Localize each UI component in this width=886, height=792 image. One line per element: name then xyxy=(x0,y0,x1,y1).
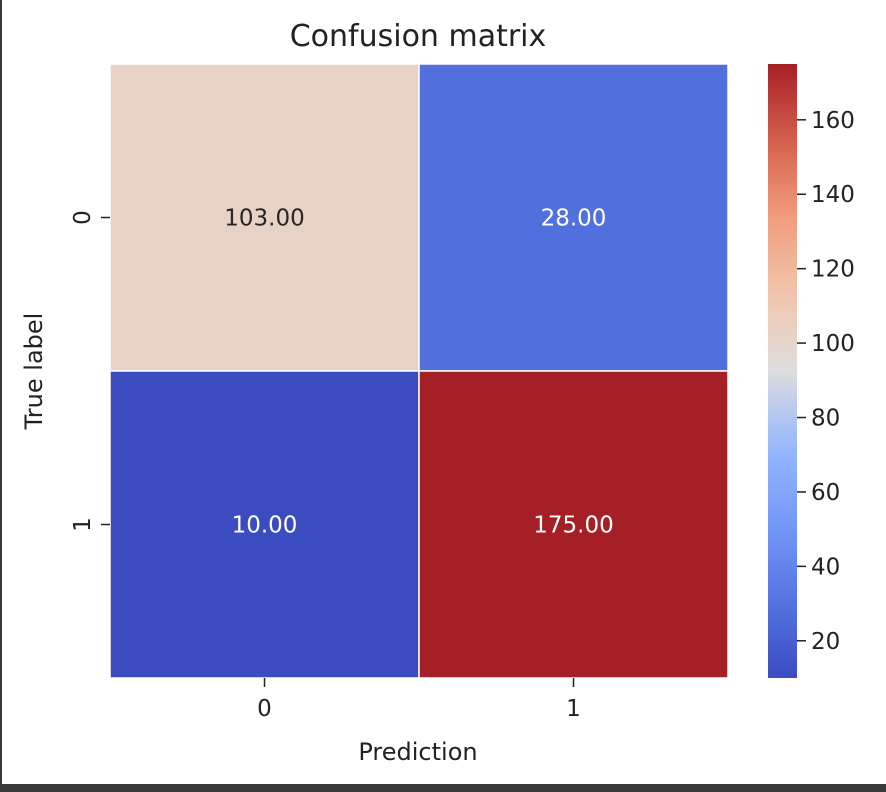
colorbar xyxy=(768,64,797,678)
cell-value-label-1-1: 175.00 xyxy=(533,513,613,539)
colorbar-tick-label-6: 140 xyxy=(811,182,855,208)
colorbar-tick-label-3: 80 xyxy=(811,406,840,432)
window-bottom-border xyxy=(0,784,886,792)
y-tick-label-0: 0 xyxy=(70,210,96,225)
cell-value-label-0-1: 28.00 xyxy=(541,206,607,232)
window-left-border xyxy=(0,0,2,792)
y-axis-ticks: 01 xyxy=(70,210,110,532)
heatmap-cell-0-0 xyxy=(109,63,420,372)
chart-title: Confusion matrix xyxy=(290,19,547,54)
colorbar-tick-label-5: 120 xyxy=(811,257,855,283)
x-tick-label-1: 1 xyxy=(566,696,581,722)
cell-value-label-0-0: 103.00 xyxy=(224,206,304,232)
colorbar-tick-label-0: 20 xyxy=(811,629,840,655)
heatmap-cell-labels: 103.00 28.00 10.00 175.00 xyxy=(224,206,613,539)
colorbar-tick-label-7: 160 xyxy=(811,108,855,134)
heatmap-cells xyxy=(109,63,729,679)
x-axis-label: Prediction xyxy=(358,738,477,766)
heatmap-cell-0-1 xyxy=(418,63,729,372)
colorbar-tick-label-1: 40 xyxy=(811,554,840,580)
colorbar-ticks: 20 40 60 80 100 120 140 160 xyxy=(797,108,855,655)
y-tick-label-1: 1 xyxy=(70,517,96,532)
heatmap-cell-1-1 xyxy=(418,370,729,679)
colorbar-tick-label-2: 60 xyxy=(811,480,840,506)
y-axis-label: True label xyxy=(20,313,48,431)
colorbar-tick-label-4: 100 xyxy=(811,331,855,357)
cell-value-label-1-0: 10.00 xyxy=(232,513,298,539)
x-tick-label-0: 0 xyxy=(257,696,272,722)
